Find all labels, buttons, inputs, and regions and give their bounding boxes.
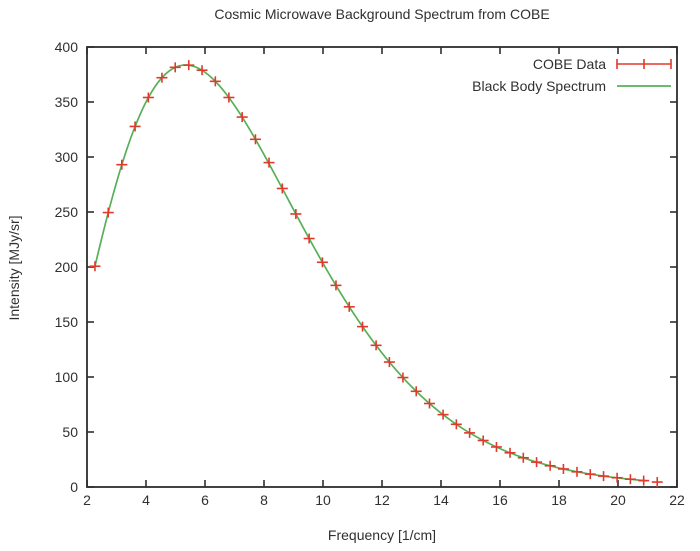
y-tick-label: 0 xyxy=(70,479,78,495)
x-tick-label: 16 xyxy=(492,492,508,508)
legend-item-cobe-data: COBE Data xyxy=(472,53,673,75)
y-tick-label: 50 xyxy=(62,424,78,440)
x-tick-label: 6 xyxy=(201,492,209,508)
legend-label: COBE Data xyxy=(532,56,606,72)
x-tick-label: 8 xyxy=(260,492,268,508)
chart-title: Cosmic Microwave Background Spectrum fro… xyxy=(214,6,550,22)
plot-frame xyxy=(86,46,678,488)
y-axis-label: Intensity [MJy/sr] xyxy=(6,215,22,321)
x-tick-label: 22 xyxy=(669,492,685,508)
y-tick-label: 250 xyxy=(55,204,79,220)
line-sample-icon xyxy=(617,85,671,87)
x-tick-label: 18 xyxy=(551,492,567,508)
y-tick-label: 400 xyxy=(55,39,79,55)
x-tick-label: 10 xyxy=(315,492,331,508)
x-tick-label: 12 xyxy=(374,492,390,508)
x-tick-label: 4 xyxy=(142,492,150,508)
black-body-curve xyxy=(94,64,648,482)
y-tick-label: 150 xyxy=(55,314,79,330)
legend-item-black-body: Black Body Spectrum xyxy=(472,75,673,97)
y-tick-label: 300 xyxy=(55,149,79,165)
x-axis-label: Frequency [1/cm] xyxy=(327,527,437,543)
legend: COBE Data Black Body Spectrum xyxy=(472,53,673,97)
legend-label: Black Body Spectrum xyxy=(472,78,606,94)
x-tick-label: 20 xyxy=(610,492,626,508)
errorbar-sample-icon xyxy=(616,59,672,69)
x-tick-label: 2 xyxy=(83,492,91,508)
y-tick-label: 350 xyxy=(55,94,79,110)
x-tick-label: 14 xyxy=(433,492,449,508)
y-tick-label: 100 xyxy=(55,369,79,385)
y-tick-label: 200 xyxy=(55,259,79,275)
